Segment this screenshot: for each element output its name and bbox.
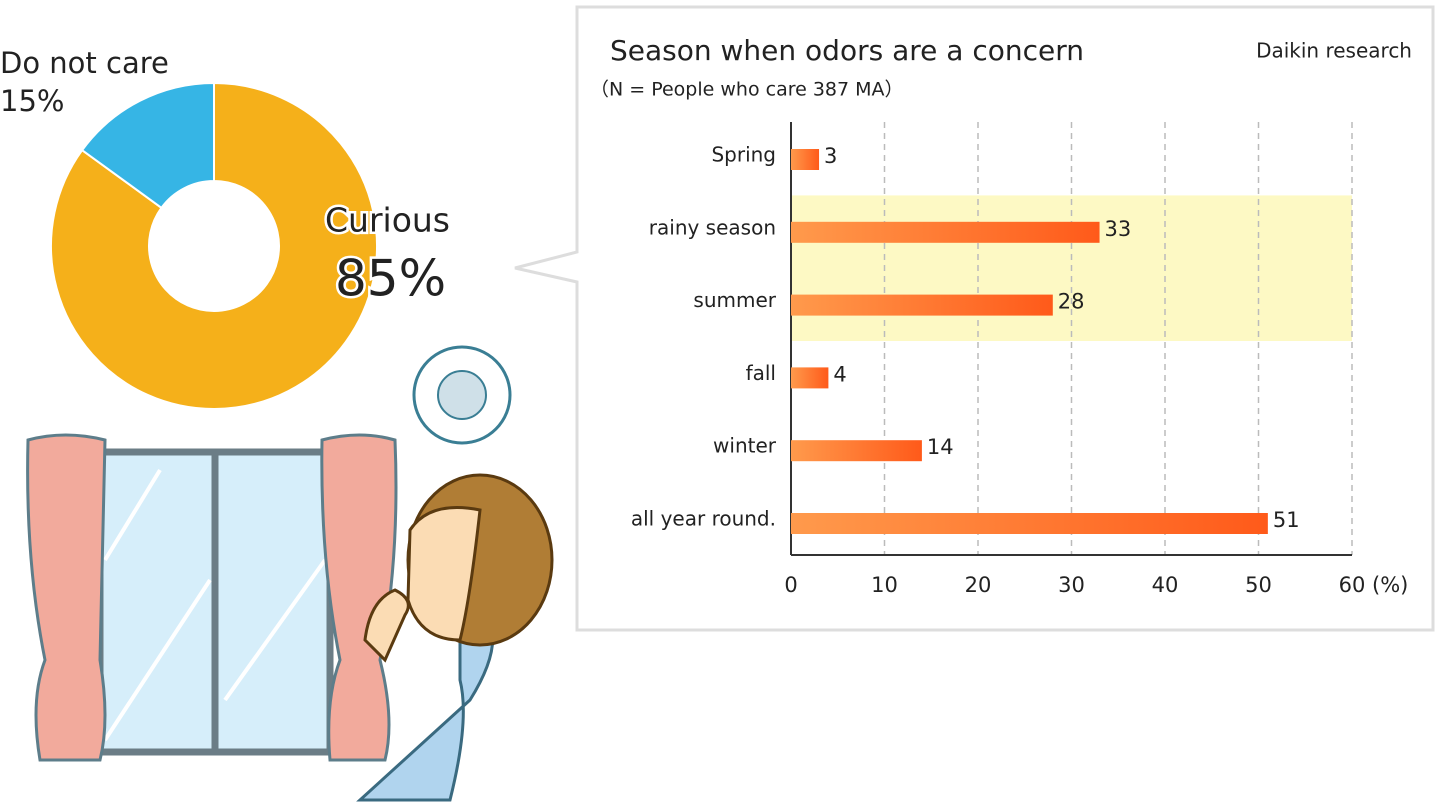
y-tick-label: Spring: [711, 143, 776, 167]
donut-slice: [50, 81, 378, 410]
bar: [791, 294, 1053, 316]
y-tick-label: rainy season: [649, 215, 776, 239]
x-tick-label: 30: [1058, 573, 1085, 597]
y-tick-label: winter: [713, 434, 777, 458]
bar: [791, 221, 1100, 243]
bar: [791, 513, 1268, 534]
x-tick-label: 0: [784, 573, 797, 597]
x-tick-label: 10: [871, 573, 898, 597]
y-tick-label: all year round.: [631, 507, 776, 531]
value-label: 28: [1058, 290, 1085, 314]
value-label: 4: [833, 362, 846, 386]
chart-subtitle: （N = People who care 387 MA）: [590, 79, 904, 101]
x-tick-label: 40: [1152, 573, 1179, 597]
bar: [791, 149, 820, 170]
x-axis-label: (%): [1372, 573, 1408, 597]
y-tick-label: summer: [693, 288, 776, 312]
value-label: 3: [824, 144, 837, 168]
source: Daikin research: [1256, 39, 1412, 63]
x-tick-label: 60: [1339, 573, 1366, 597]
slice-label: Do not care: [0, 46, 169, 80]
bar: [791, 440, 922, 462]
slice-value-label: 85%: [335, 250, 446, 308]
bar-chart: Season when odors are a concern （N = Peo…: [590, 34, 1412, 597]
slice-label: Curious: [325, 201, 450, 240]
chart-title: Season when odors are a concern: [610, 34, 1084, 67]
slice-value-label: 15%: [0, 84, 64, 118]
y-tick-label: fall: [746, 361, 776, 385]
illustration: [26, 345, 554, 802]
value-label: 14: [927, 435, 954, 459]
donut-slice: [80, 81, 215, 210]
donut-chart: Curious 85% Do not care 15%: [0, 46, 453, 410]
value-label: 51: [1273, 508, 1300, 532]
x-tick-label: 20: [965, 573, 992, 597]
bar: [791, 367, 829, 389]
value-label: 33: [1105, 217, 1132, 241]
x-tick-label: 50: [1245, 573, 1272, 597]
